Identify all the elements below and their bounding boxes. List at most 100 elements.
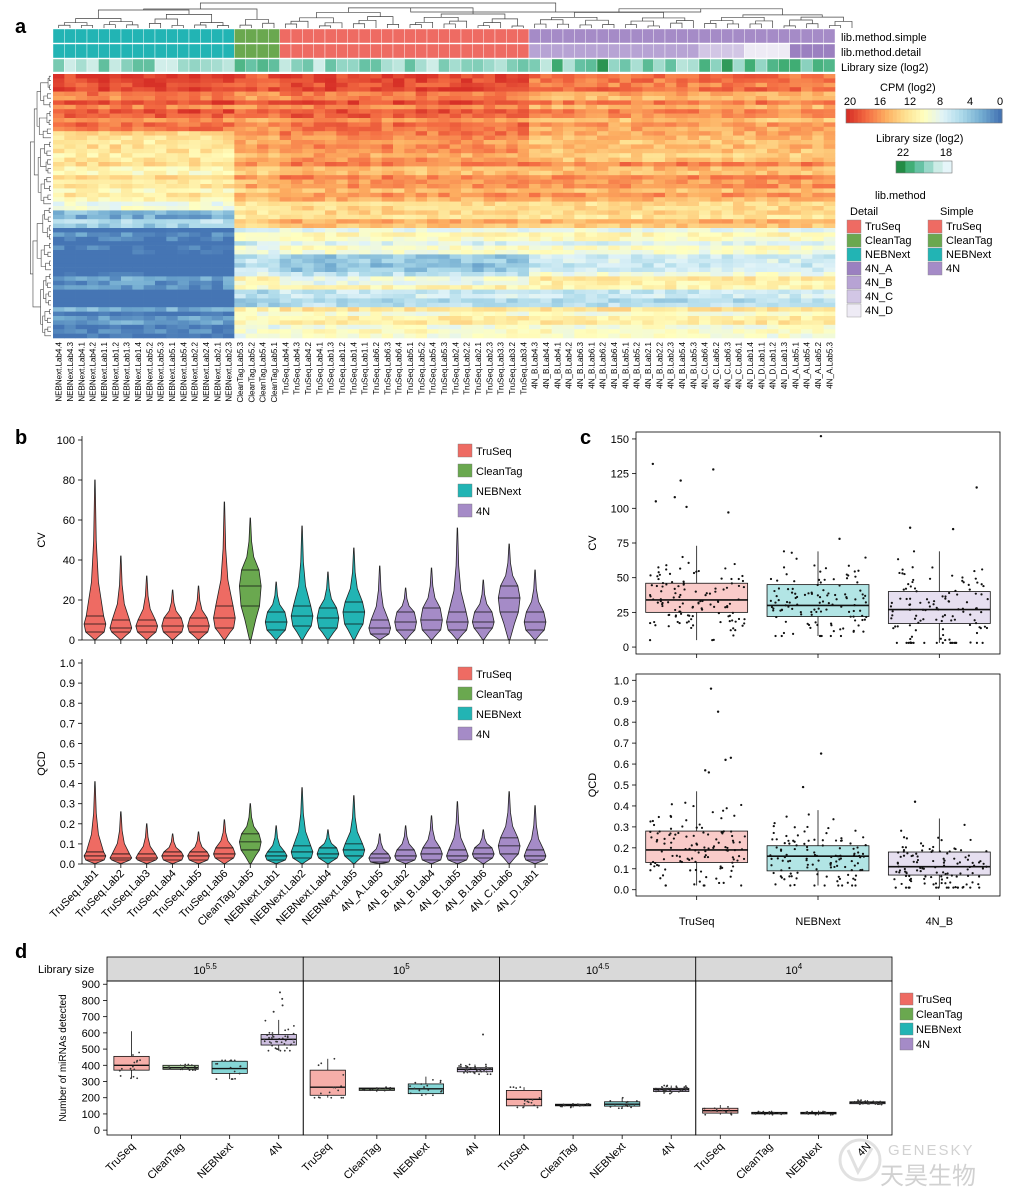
heatmap-cell [53,219,65,224]
heatmap-cell [427,206,439,211]
heatmap-cell [642,109,654,114]
annotation-cell-libsize [449,58,462,73]
heatmap-cell [291,192,303,198]
heatmap-cell [619,135,632,141]
heatmap-cell [789,267,802,273]
annotation-cell-detail [449,43,462,59]
annotation-cell-simple [744,28,756,44]
heatmap-cell [540,184,552,189]
heatmap-cell [132,170,144,176]
heatmap-cell [98,206,110,211]
heatmap-cell [98,210,110,216]
heatmap-cell [687,96,700,101]
heatmap-cell [789,140,802,145]
heatmap-cell [665,228,677,233]
heatmap-cell [755,214,768,220]
cpm-colorbar-segment [885,109,890,123]
heatmap-cell [823,245,836,251]
heatmap-cell [427,78,439,84]
heatmap-cell [381,320,394,326]
heatmap-cell [449,289,462,295]
heatmap-cell [381,285,394,290]
heatmap-cell [87,272,99,277]
heatmap-cell [642,294,654,299]
heatmap-cell [461,82,473,88]
heatmap-cell [98,223,110,229]
heatmap-cell [381,272,394,277]
heatmap-cell [370,236,382,242]
annotation-cell-libsize [370,58,382,73]
heatmap-cell [789,219,802,224]
heatmap-cell [823,184,836,189]
heatmap-cell [75,122,88,128]
heatmap-cell [506,272,518,277]
heatmap-cell [461,175,473,180]
heatmap-cell [461,258,473,264]
heatmap-cell [427,276,439,282]
heatmap-cell [744,100,756,106]
heatmap-cell [472,276,484,282]
heatmap-cell [245,320,258,326]
heatmap-cell [291,276,303,282]
heatmap-cell [393,162,405,167]
heatmap-cell [177,131,190,136]
heatmap-cell [710,201,722,207]
heatmap-cell [789,263,802,268]
heatmap-cell [529,118,541,123]
heatmap-cell [653,78,666,84]
heatmap-cell [733,223,745,229]
heatmap-cell [506,333,518,339]
heatmap-cell [653,232,666,238]
heatmap-cell [699,324,711,330]
heatmap-cell [404,188,416,194]
heatmap-cell [336,135,348,141]
heatmap-cell [155,228,167,233]
heatmap-cell [767,197,779,202]
heatmap-cell [302,241,314,246]
cpm-colorbar-segment [912,109,917,123]
heatmap-cell [347,78,360,84]
heatmap-cell [427,197,439,202]
heatmap-cell [529,241,541,246]
heatmap-cell [189,104,201,110]
heatmap-cell [619,148,632,154]
heatmap-cell [438,258,450,264]
heatmap-cell [53,175,65,180]
jitter-point [655,584,658,588]
heatmap-cell [143,144,156,150]
heatmap-cell [200,179,212,185]
jitter-point [720,577,723,580]
heatmap-cell [801,263,813,268]
heatmap-cell [597,329,609,334]
heatmap-cell [461,232,473,238]
heatmap-cell [211,272,224,277]
heatmap-cell [597,192,609,198]
heatmap-cell [721,100,734,106]
heatmap-cell [404,192,416,198]
heatmap-cell [211,153,224,158]
violin-shape [342,795,366,864]
box-iqr [645,582,749,613]
heatmap-cell [801,122,813,128]
heatmap-cell [257,320,269,326]
heatmap-cell [245,214,258,220]
heatmap-cell [801,232,813,238]
heatmap-cell [619,170,632,176]
sample-label: 4N_A.Lab5.3 [825,341,834,388]
heatmap-cell [483,179,496,185]
jitter-point [661,585,664,588]
heatmap-cell [778,162,790,167]
cpm-colorbar-segment [943,109,948,123]
heatmap-cell [812,104,824,110]
heatmap-cell [279,206,292,211]
heatmap-cell [540,91,552,97]
heatmap-cell [427,184,439,189]
heatmap-cell [291,311,303,317]
heatmap-cell [109,276,122,282]
heatmap-cell [710,241,722,246]
heatmap-cell [143,100,156,106]
heatmap-cell [245,219,258,224]
heatmap-cell [563,144,575,150]
heatmap-cell [53,153,65,158]
jitter-point [678,595,681,599]
